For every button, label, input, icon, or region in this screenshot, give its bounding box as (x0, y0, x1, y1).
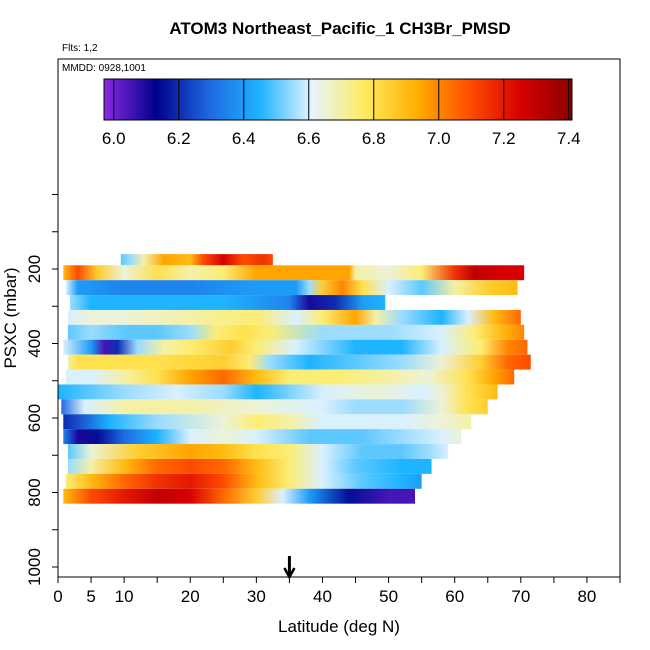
heatmap-row (63, 339, 528, 355)
x-tick-label: 5 (86, 587, 95, 606)
colorbar-gradient (104, 79, 572, 120)
heatmap-row (61, 399, 488, 415)
x-tick-label: 70 (511, 587, 530, 606)
heatmap-row (63, 265, 525, 281)
x-tick-label: 50 (379, 587, 398, 606)
colorbar-ticks: 6.0 6.2 6.4 6.6 6.8 7.0 7.2 7.4 (102, 79, 581, 148)
heatmap-row (65, 473, 422, 489)
latitude-marker-arrow-icon (283, 556, 296, 580)
y-axis: 200 400 600 800 1000 (25, 194, 58, 586)
colorbar: 6.0 6.2 6.4 6.6 6.8 7.0 7.2 7.4 (102, 78, 581, 148)
heatmap-row (58, 384, 498, 400)
x-tick-label: 30 (247, 587, 266, 606)
heatmap-row (67, 458, 432, 474)
y-tick-label: 800 (25, 478, 44, 506)
colorbar-tick-label: 6.8 (362, 129, 386, 148)
colorbar-tick-label: 6.2 (167, 129, 191, 148)
y-axis-label: PSXC (mbar) (1, 267, 20, 368)
x-tick-label: 20 (181, 587, 200, 606)
colorbar-tick-label: 6.4 (232, 129, 256, 148)
colorbar-frame (103, 78, 573, 121)
y-tick-label: 600 (25, 404, 44, 432)
colorbar-tick-label: 7.4 (557, 129, 581, 148)
heatmap-row (63, 488, 416, 504)
x-tick-label: 10 (115, 587, 134, 606)
dates-label: MMDD: 0928,1001 (62, 63, 146, 74)
heatmap-row (65, 369, 515, 385)
chart-title: ATOM3 Northeast_Pacific_1 CH3Br_PMSD (169, 19, 510, 38)
heatmap-row (67, 309, 521, 325)
colorbar-tick-label: 6.0 (102, 129, 126, 148)
x-tick-label: 40 (313, 587, 332, 606)
colorbar-tick-label: 7.2 (492, 129, 516, 148)
flights-label: Flts: 1,2 (62, 43, 98, 54)
heatmap-row (67, 354, 531, 370)
y-tick-label: 400 (25, 329, 44, 357)
heatmap-row (67, 444, 449, 459)
x-tick-label: 0 (53, 587, 62, 606)
heatmap-row (120, 254, 273, 266)
colorbar-tick-label: 7.0 (427, 129, 451, 148)
heatmap-rows (58, 254, 531, 504)
heatmap-row (67, 324, 525, 340)
x-tick-label: 60 (445, 587, 464, 606)
x-axis-label: Latitude (deg N) (278, 617, 400, 636)
x-axis: 0 5 10 20 30 40 50 60 70 80 (53, 577, 621, 606)
plot-frame (57, 58, 621, 578)
y-tick-label: 200 (25, 255, 44, 283)
heatmap-row (63, 414, 472, 430)
colorbar-tick-label: 6.6 (297, 129, 321, 148)
heatmap-row (69, 295, 386, 310)
heatmap-row (65, 280, 518, 296)
y-tick-label: 1000 (25, 548, 44, 586)
x-tick-label: 80 (577, 587, 596, 606)
heatmap-row (63, 429, 462, 445)
